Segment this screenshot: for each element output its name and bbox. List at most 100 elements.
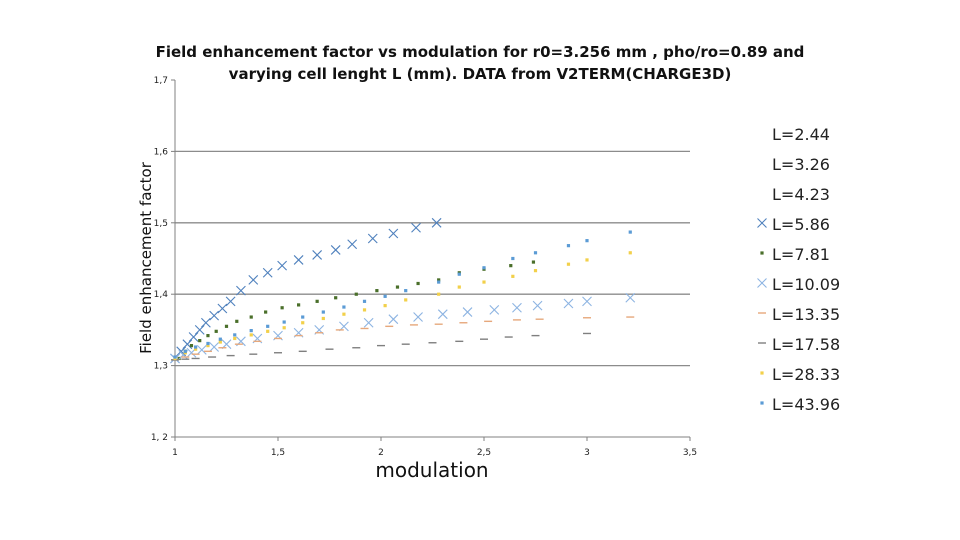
- point-s9-14: [404, 289, 408, 293]
- point-s5-14: [413, 312, 423, 322]
- point-s4-16: [395, 285, 400, 289]
- point-s4-2: [189, 344, 194, 348]
- point-s5-12: [363, 317, 374, 328]
- point-s3-13: [293, 255, 304, 265]
- point-s8-11: [342, 312, 346, 316]
- series-9: [173, 230, 632, 359]
- point-s8-20: [566, 262, 571, 266]
- series-6: [171, 316, 635, 361]
- legend-label-8: L=28.33: [772, 365, 840, 384]
- point-s4-22: [531, 260, 536, 264]
- point-s4-5: [214, 329, 218, 333]
- point-s5-16: [462, 307, 473, 317]
- legend-marker-3: [757, 218, 767, 228]
- y-tick-label-3: 1,5: [154, 219, 168, 229]
- legend-marker-4: [760, 251, 764, 255]
- point-s8-18: [511, 274, 515, 278]
- grid-layer: [175, 150, 690, 367]
- legend-label-5: L=10.09: [772, 275, 840, 294]
- point-s5-19: [532, 300, 543, 311]
- point-s8-4: [218, 340, 222, 344]
- point-s5-20: [563, 298, 574, 309]
- point-s9-5: [233, 333, 237, 337]
- legend-label-1: L=3.26: [772, 155, 830, 174]
- point-s8-13: [383, 304, 387, 308]
- point-s8-6: [249, 333, 253, 337]
- point-s5-21: [582, 296, 592, 307]
- point-s5-22: [625, 292, 636, 303]
- point-s8-14: [404, 298, 408, 302]
- y-tick-label-5: 1,7: [154, 76, 168, 86]
- point-s4-21: [509, 264, 513, 268]
- point-s9-21: [585, 239, 589, 243]
- chart-title-line2: varying cell lenght L (mm). DATA from V2…: [229, 65, 732, 83]
- series-3: [170, 217, 442, 364]
- point-s8-21: [585, 258, 589, 262]
- point-s9-6: [249, 329, 253, 333]
- point-s3-10: [248, 275, 259, 285]
- point-s4-13: [334, 296, 338, 300]
- point-s3-3: [188, 332, 199, 342]
- legend-label-6: L=13.35: [772, 305, 840, 324]
- point-s3-17: [367, 233, 378, 244]
- point-s9-9: [301, 315, 305, 319]
- point-s8-8: [282, 326, 286, 330]
- x-tick-label-1: 1,5: [271, 448, 285, 458]
- point-s9-0: [173, 355, 177, 359]
- legend-marker-8: [760, 371, 764, 375]
- point-s8-15: [437, 292, 441, 296]
- point-s9-8: [282, 320, 286, 324]
- y-tick-label-2: 1,4: [154, 290, 169, 300]
- y-axis-label: Field enhancement factor: [137, 161, 155, 354]
- point-s3-15: [330, 245, 341, 255]
- legend-label-4: L=7.81: [772, 245, 830, 264]
- point-s3-4: [194, 325, 205, 335]
- point-s9-19: [533, 251, 538, 255]
- point-s5-18: [512, 302, 522, 313]
- chart-title-line1: Field enhancement factor vs modulation f…: [156, 43, 805, 61]
- point-s9-15: [437, 280, 441, 284]
- point-s8-16: [457, 285, 461, 289]
- point-s4-9: [264, 310, 268, 314]
- tick-layer: 1, 2 1,3 1,4 1,5 1,6 1,7 1 1,5 2 2,5 3 3,5: [151, 76, 697, 458]
- y-tick-label-0: 1, 2: [151, 433, 168, 443]
- point-s4-12: [315, 299, 319, 303]
- series-layer: [170, 217, 636, 364]
- point-s3-12: [277, 260, 288, 271]
- point-s4-11: [297, 303, 301, 307]
- point-s8-3: [206, 344, 210, 348]
- legend-marker-5: [757, 278, 767, 288]
- point-s4-14: [354, 292, 358, 296]
- point-s4-18: [437, 278, 441, 282]
- point-s8-17: [482, 280, 486, 284]
- point-s9-1: [183, 349, 187, 353]
- legend-label-9: L=43.96: [772, 395, 840, 414]
- point-s9-2: [194, 345, 198, 349]
- point-s4-6: [224, 324, 229, 328]
- point-s8-9: [301, 321, 305, 325]
- series-4: [177, 260, 536, 361]
- point-s9-11: [342, 305, 346, 309]
- point-s8-5: [233, 336, 237, 341]
- point-s3-16: [347, 239, 358, 250]
- point-s9-17: [482, 266, 486, 270]
- legend-label-7: L=17.58: [772, 335, 840, 354]
- point-s5-3: [196, 345, 207, 355]
- point-s4-3: [198, 339, 202, 343]
- x-tick-label-5: 3,5: [683, 448, 697, 458]
- point-s9-12: [362, 299, 367, 303]
- point-s3-9: [236, 285, 246, 296]
- series-5: [170, 292, 636, 364]
- legend-label-0: L=2.44: [772, 125, 830, 144]
- point-s3-19: [411, 222, 421, 233]
- y-tick-label-1: 1,3: [154, 362, 168, 372]
- point-s9-3: [206, 341, 210, 346]
- point-s8-10: [321, 316, 325, 321]
- point-s3-11: [262, 267, 273, 278]
- point-s4-7: [235, 319, 239, 323]
- point-s4-17: [416, 281, 420, 286]
- point-s9-7: [266, 324, 270, 328]
- point-s4-4: [206, 334, 210, 338]
- point-s3-14: [312, 250, 323, 260]
